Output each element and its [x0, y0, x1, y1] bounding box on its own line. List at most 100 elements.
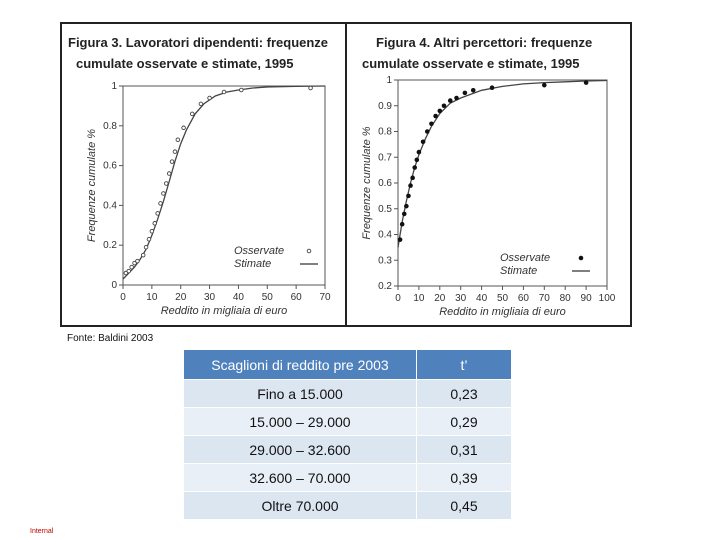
fig3-y-tick-label: 0.2: [103, 240, 117, 251]
fig3-legend-osservate-label: Osservate: [234, 245, 284, 257]
figure-3-title-line2: cumulate osservate e stimate, 1995: [76, 56, 294, 71]
fig3-osservate-point: [190, 111, 195, 117]
table-header-row: Scaglioni di reddito pre 2003 t’: [183, 349, 512, 380]
fig4-osservate-point: [397, 237, 403, 242]
fig3-osservate-point: [239, 87, 244, 93]
fig4-y-tick-label: 0.5: [378, 204, 392, 215]
fig4-series-stimate-line: [397, 79, 608, 248]
fig3-y-tick-label: 0.4: [103, 200, 117, 211]
fig3-y-axis-label: Frequenze cumulate %: [86, 129, 98, 242]
rate-cell: 0,45: [416, 491, 512, 520]
fig3-y-tick-label: 1: [111, 81, 117, 92]
fig4-osservate-point: [404, 203, 409, 209]
fig3-x-tick-label: 10: [146, 292, 158, 303]
table-row: 32.600 – 70.000 0,39: [183, 463, 512, 492]
figure-3-title-line1: Figura 3. Lavoratori dipendenti: frequen…: [68, 35, 329, 50]
fig4-legend-osservate-label: Osservate: [500, 252, 550, 264]
fig3-osservate-point: [181, 125, 186, 131]
fig3-x-axis-label: Reddito in migliaia di euro: [161, 305, 288, 317]
fig4-osservate-point: [424, 129, 430, 134]
figure-4-title: Figura 4. Altri percettori: frequenze cu…: [362, 32, 626, 74]
fig3-osservate-point: [152, 221, 157, 226]
fig3-osservate-point: [164, 181, 169, 186]
fig3-legend-stimate-label: Stimate: [234, 258, 271, 270]
fig4-osservate-point: [462, 90, 468, 96]
bracket-cell: 32.600 – 70.000: [183, 463, 417, 492]
fig4-y-tick-label: 0.6: [378, 178, 392, 189]
fig3-osservate-point: [207, 95, 212, 101]
fig4-osservate-point: [420, 139, 426, 145]
fig3-osservate-point: [221, 89, 227, 95]
fig3-series-stimate-line: [122, 85, 326, 280]
fig3-osservate-point: [172, 149, 178, 154]
fig4-osservate-point: [429, 121, 434, 127]
table-row: Oltre 70.000 0,45: [183, 491, 512, 520]
fig3-x-tick-label: 30: [204, 292, 216, 303]
bracket-cell: Oltre 70.000: [183, 491, 417, 520]
fig4-legend-osservate-marker: [578, 255, 584, 261]
fig3-osservate-point: [155, 211, 160, 216]
income-bracket-table: Scaglioni di reddito pre 2003 t’ Fino a …: [183, 349, 512, 520]
fig4-osservate-point: [447, 98, 453, 103]
fig4-osservate-point: [414, 157, 420, 163]
figure-3-title: Figura 3. Lavoratori dipendenti: frequen…: [68, 32, 344, 74]
fig3-osservate-point: [166, 171, 172, 176]
fig4-x-tick-label: 40: [476, 293, 488, 304]
fig4-y-tick-label: 0.4: [378, 230, 392, 241]
fig4-plot-area: [397, 79, 608, 287]
fig4-osservate-point: [410, 175, 415, 181]
fig3-osservate-point: [146, 236, 152, 242]
fig4-legend-stimate-label: Stimate: [500, 265, 537, 277]
fig4-x-tick-label: 60: [518, 293, 530, 304]
fig4-osservate-point: [399, 221, 405, 227]
fig4-osservate-point: [401, 211, 407, 217]
fig3-osservate-point: [132, 260, 137, 266]
fig3-plot-area: [122, 85, 326, 286]
fig3-y-tick-label: 0: [111, 280, 117, 291]
fig4-osservate-point: [433, 113, 438, 119]
fig4-x-tick-label: 70: [539, 293, 551, 304]
bracket-cell: Fino a 15.000: [183, 379, 417, 408]
fig4-y-tick-label: 1: [386, 75, 392, 86]
fig4-y-axis-label: Frequenze cumulate %: [361, 126, 373, 239]
fig3-osservate-point: [198, 101, 204, 107]
fig4-osservate-point: [408, 183, 413, 188]
fig4-x-tick-label: 30: [455, 293, 467, 304]
fig3-osservate-point: [149, 229, 155, 234]
figure-4-title-line1: Figura 4. Altri percettori: frequenze: [376, 35, 593, 50]
fig4-osservate-point: [470, 88, 476, 93]
fig3-legend-osservate-marker: [306, 248, 312, 254]
figure-3-chart: 0 10 20 30 40 50 60 70 0 0.2 0.4 0.6 0.8 1 Reddito in …: [86, 81, 331, 317]
header-rate: t’: [416, 349, 512, 380]
fig3-y-tick-label: 0.8: [103, 121, 117, 132]
fig3-osservate-point: [158, 201, 163, 206]
fig4-x-tick-label: 50: [497, 293, 509, 304]
rate-cell: 0,39: [416, 463, 512, 492]
bracket-cell: 29.000 – 32.600: [183, 435, 417, 464]
fig3-y-tick-label: 0.6: [103, 161, 117, 172]
fig3-x-tick-label: 50: [262, 292, 274, 303]
fig3-osservate-point: [123, 270, 129, 276]
fig4-osservate-point: [416, 149, 422, 155]
fig4-osservate-point: [542, 82, 547, 88]
fig4-osservate-point: [406, 193, 411, 199]
fig3-osservate-point: [143, 244, 149, 250]
header-income-bracket: Scaglioni di reddito pre 2003: [183, 349, 417, 380]
figure-4-title-line2: cumulate osservate e stimate, 1995: [362, 56, 580, 71]
fig4-osservate-point: [412, 165, 418, 170]
fig3-x-tick-label: 70: [319, 292, 331, 303]
fig3-osservate-point: [308, 85, 313, 91]
fig3-osservate-point: [161, 191, 166, 196]
fig3-osservate-point: [129, 264, 134, 270]
fig4-y-tick-label: 0.8: [378, 127, 392, 138]
fig3-osservate-point: [126, 268, 132, 274]
fig4-x-tick-label: 20: [434, 293, 446, 304]
fig4-osservate-point: [454, 95, 459, 101]
rate-cell: 0,23: [416, 379, 512, 408]
fig3-osservate-point: [140, 252, 146, 258]
table-row: Fino a 15.000 0,23: [183, 379, 512, 408]
fig4-y-tick-label: 0.2: [378, 281, 392, 292]
fig4-y-tick-label: 0.3: [378, 255, 392, 266]
bracket-cell: 15.000 – 29.000: [183, 407, 417, 436]
fig4-x-tick-label: 0: [395, 293, 401, 304]
